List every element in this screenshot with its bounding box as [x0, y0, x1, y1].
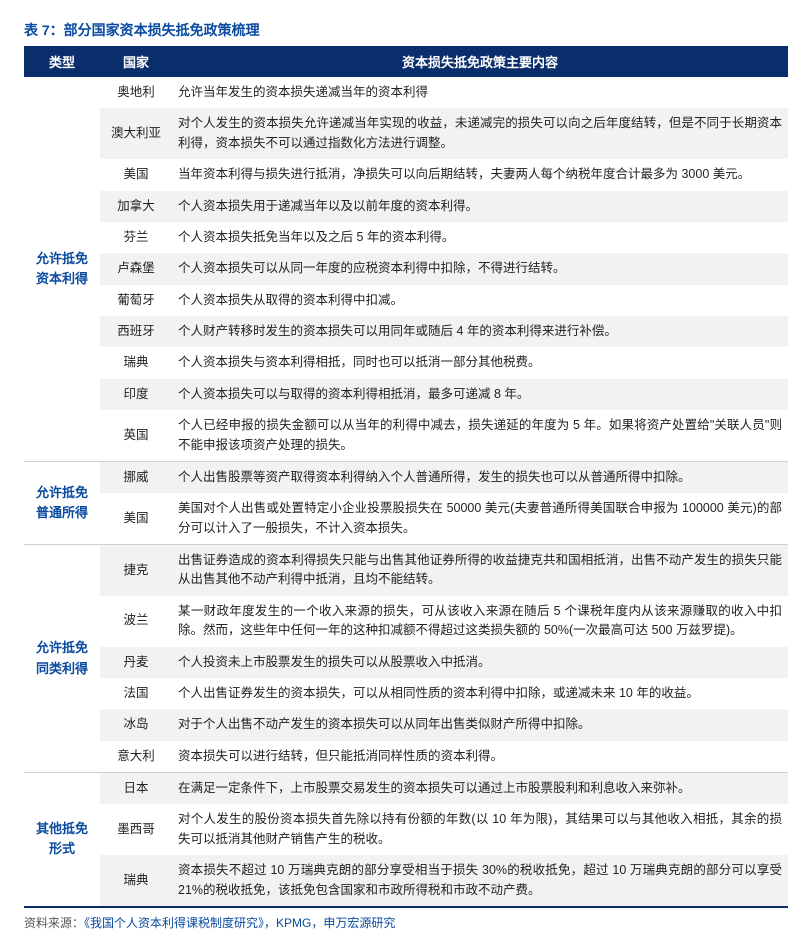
country-cell: 冰岛: [100, 709, 172, 740]
country-cell: 奥地利: [100, 77, 172, 108]
country-cell: 挪威: [100, 461, 172, 493]
country-cell: 意大利: [100, 741, 172, 773]
table-row: 美国当年资本利得与损失进行抵消，净损失可以向后期结转，夫妻两人每个纳税年度合计最…: [24, 159, 788, 190]
table-row: 西班牙个人财产转移时发生的资本损失可以用同年或随后 4 年的资本利得来进行补偿。: [24, 316, 788, 347]
table-row: 芬兰个人资本损失抵免当年以及之后 5 年的资本利得。: [24, 222, 788, 253]
country-cell: 芬兰: [100, 222, 172, 253]
table-row: 允许抵免普通所得挪威个人出售股票等资产取得资本利得纳入个人普通所得，发生的损失也…: [24, 461, 788, 493]
country-cell: 瑞典: [100, 347, 172, 378]
content-cell: 个人资本损失抵免当年以及之后 5 年的资本利得。: [172, 222, 788, 253]
table-row: 其他抵免形式日本在满足一定条件下，上市股票交易发生的资本损失可以通过上市股票股利…: [24, 773, 788, 805]
country-cell: 卢森堡: [100, 253, 172, 284]
content-cell: 个人财产转移时发生的资本损失可以用同年或随后 4 年的资本利得来进行补偿。: [172, 316, 788, 347]
content-cell: 允许当年发生的资本损失递减当年的资本利得: [172, 77, 788, 108]
content-cell: 个人出售证券发生的资本损失，可以从相同性质的资本利得中扣除，或递减未来 10 年…: [172, 678, 788, 709]
table-row: 加拿大个人资本损失用于递减当年以及以前年度的资本利得。: [24, 191, 788, 222]
table-row: 允许抵免同类利得捷克出售证券造成的资本利得损失只能与出售其他证券所得的收益捷克共…: [24, 545, 788, 596]
country-cell: 丹麦: [100, 647, 172, 678]
country-cell: 日本: [100, 773, 172, 805]
table-row: 法国个人出售证券发生的资本损失，可以从相同性质的资本利得中扣除，或递减未来 10…: [24, 678, 788, 709]
content-cell: 出售证券造成的资本利得损失只能与出售其他证券所得的收益捷克共和国相抵消，出售不动…: [172, 545, 788, 596]
table-row: 美国美国对个人出售或处置特定小企业投票股损失在 50000 美元(夫妻普通所得美…: [24, 493, 788, 544]
source-text: 《我国个人资本利得课税制度研究》，KPMG，申万宏源研究: [84, 916, 395, 930]
country-cell: 波兰: [100, 596, 172, 647]
policy-table: 类型 国家 资本损失抵免政策主要内容 允许抵免资本利得奥地利允许当年发生的资本损…: [24, 46, 788, 908]
table-row: 丹麦个人投资未上市股票发生的损失可以从股票收入中抵消。: [24, 647, 788, 678]
content-cell: 个人资本损失可以与取得的资本利得相抵消，最多可递减 8 年。: [172, 379, 788, 410]
country-cell: 西班牙: [100, 316, 172, 347]
content-cell: 对于个人出售不动产发生的资本损失可以从同年出售类似财产所得中扣除。: [172, 709, 788, 740]
header-type: 类型: [24, 46, 100, 77]
source-label: 资料来源：: [24, 916, 84, 930]
country-cell: 印度: [100, 379, 172, 410]
content-cell: 资本损失可以进行结转，但只能抵消同样性质的资本利得。: [172, 741, 788, 773]
content-cell: 个人资本损失与资本利得相抵，同时也可以抵消一部分其他税费。: [172, 347, 788, 378]
content-cell: 个人资本损失从取得的资本利得中扣减。: [172, 285, 788, 316]
country-cell: 捷克: [100, 545, 172, 596]
header-country: 国家: [100, 46, 172, 77]
header-content: 资本损失抵免政策主要内容: [172, 46, 788, 77]
country-cell: 瑞典: [100, 855, 172, 907]
type-cell: 其他抵免形式: [24, 773, 100, 907]
country-cell: 墨西哥: [100, 804, 172, 855]
table-row: 澳大利亚对个人发生的资本损失允许递减当年实现的收益，未递减完的损失可以向之后年度…: [24, 108, 788, 159]
table-row: 冰岛对于个人出售不动产发生的资本损失可以从同年出售类似财产所得中扣除。: [24, 709, 788, 740]
content-cell: 美国对个人出售或处置特定小企业投票股损失在 50000 美元(夫妻普通所得美国联…: [172, 493, 788, 544]
content-cell: 个人投资未上市股票发生的损失可以从股票收入中抵消。: [172, 647, 788, 678]
table-title: 表 7：部分国家资本损失抵免政策梳理: [24, 20, 788, 40]
type-cell: 允许抵免普通所得: [24, 461, 100, 544]
content-cell: 对个人发生的股份资本损失首先除以持有份额的年数(以 10 年为限)，其结果可以与…: [172, 804, 788, 855]
source-line: 资料来源：《我国个人资本利得课税制度研究》，KPMG，申万宏源研究: [24, 914, 788, 931]
country-cell: 英国: [100, 410, 172, 461]
table-row: 波兰某一财政年度发生的一个收入来源的损失，可从该收入来源在随后 5 个课税年度内…: [24, 596, 788, 647]
country-cell: 加拿大: [100, 191, 172, 222]
table-row: 瑞典资本损失不超过 10 万瑞典克朗的部分享受相当于损失 30%的税收抵免，超过…: [24, 855, 788, 907]
table-row: 葡萄牙个人资本损失从取得的资本利得中扣减。: [24, 285, 788, 316]
country-cell: 葡萄牙: [100, 285, 172, 316]
content-cell: 在满足一定条件下，上市股票交易发生的资本损失可以通过上市股票股利和利息收入来弥补…: [172, 773, 788, 805]
content-cell: 当年资本利得与损失进行抵消，净损失可以向后期结转，夫妻两人每个纳税年度合计最多为…: [172, 159, 788, 190]
content-cell: 个人资本损失可以从同一年度的应税资本利得中扣除，不得进行结转。: [172, 253, 788, 284]
content-cell: 对个人发生的资本损失允许递减当年实现的收益，未递减完的损失可以向之后年度结转，但…: [172, 108, 788, 159]
content-cell: 某一财政年度发生的一个收入来源的损失，可从该收入来源在随后 5 个课税年度内从该…: [172, 596, 788, 647]
table-row: 意大利资本损失可以进行结转，但只能抵消同样性质的资本利得。: [24, 741, 788, 773]
table-row: 卢森堡个人资本损失可以从同一年度的应税资本利得中扣除，不得进行结转。: [24, 253, 788, 284]
header-row: 类型 国家 资本损失抵免政策主要内容: [24, 46, 788, 77]
table-row: 墨西哥对个人发生的股份资本损失首先除以持有份额的年数(以 10 年为限)，其结果…: [24, 804, 788, 855]
content-cell: 个人资本损失用于递减当年以及以前年度的资本利得。: [172, 191, 788, 222]
country-cell: 法国: [100, 678, 172, 709]
country-cell: 澳大利亚: [100, 108, 172, 159]
content-cell: 个人已经申报的损失金额可以从当年的利得中减去，损失递延的年度为 5 年。如果将资…: [172, 410, 788, 461]
table-row: 瑞典个人资本损失与资本利得相抵，同时也可以抵消一部分其他税费。: [24, 347, 788, 378]
table-row: 允许抵免资本利得奥地利允许当年发生的资本损失递减当年的资本利得: [24, 77, 788, 108]
content-cell: 资本损失不超过 10 万瑞典克朗的部分享受相当于损失 30%的税收抵免，超过 1…: [172, 855, 788, 907]
table-row: 英国个人已经申报的损失金额可以从当年的利得中减去，损失递延的年度为 5 年。如果…: [24, 410, 788, 461]
type-cell: 允许抵免资本利得: [24, 77, 100, 461]
table-row: 印度个人资本损失可以与取得的资本利得相抵消，最多可递减 8 年。: [24, 379, 788, 410]
type-cell: 允许抵免同类利得: [24, 545, 100, 773]
country-cell: 美国: [100, 493, 172, 544]
content-cell: 个人出售股票等资产取得资本利得纳入个人普通所得，发生的损失也可以从普通所得中扣除…: [172, 461, 788, 493]
country-cell: 美国: [100, 159, 172, 190]
